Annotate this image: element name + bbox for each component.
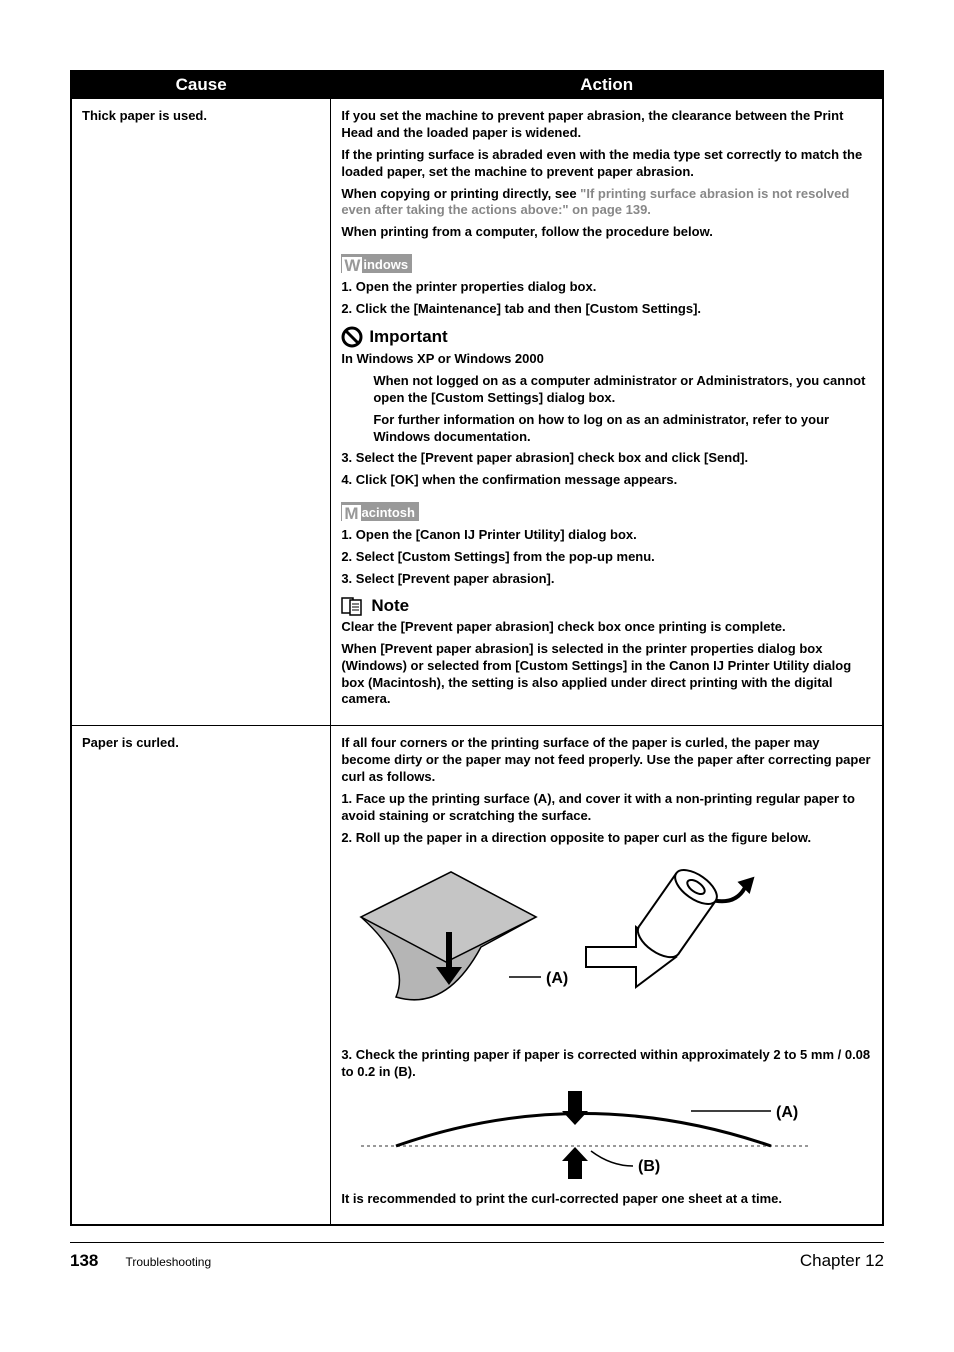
action-text: If the printing surface is abraded even … (341, 147, 872, 181)
table-row: Paper is curled. If all four corners or … (71, 726, 883, 1226)
important-subtext: When not logged on as a computer adminis… (373, 373, 872, 407)
figure-curl-height: (A) (B) (341, 1091, 872, 1181)
step-text: 1. Face up the printing surface (A), and… (341, 791, 872, 825)
page-footer: 138 Troubleshooting Chapter 12 (70, 1242, 884, 1271)
cause-cell-thick-paper: Thick paper is used. (71, 99, 331, 726)
paper-roll-diagram: (A) (341, 857, 781, 1037)
label-b: (B) (638, 1158, 660, 1175)
step-text: 3. Select the [Prevent paper abrasion] c… (341, 450, 872, 467)
page-number: 138 (70, 1251, 98, 1270)
chapter-label: Chapter 12 (800, 1251, 884, 1271)
step-text: 1. Open the [Canon IJ Printer Utility] d… (341, 527, 872, 544)
important-heading: Important (341, 326, 872, 348)
action-text: If you set the machine to prevent paper … (341, 108, 872, 142)
action-cell-thick-paper: If you set the machine to prevent paper … (331, 99, 883, 726)
action-text: If all four corners or the printing surf… (341, 735, 872, 786)
note-text: Clear the [Prevent paper abrasion] check… (341, 619, 872, 636)
action-text: When copying or printing directly, see "… (341, 186, 872, 220)
col-action-header: Action (331, 71, 883, 99)
cause-cell-curled-paper: Paper is curled. (71, 726, 331, 1226)
step-text: 2. Select [Custom Settings] from the pop… (341, 549, 872, 566)
curl-height-diagram: (A) (B) (341, 1091, 841, 1181)
label-a: (A) (546, 970, 568, 987)
step-text: 1. Open the printer properties dialog bo… (341, 279, 872, 296)
note-icon (341, 596, 365, 616)
figure-roll-paper: (A) (341, 857, 872, 1037)
step-text: 4. Click [OK] when the confirmation mess… (341, 472, 872, 489)
col-cause-header: Cause (71, 71, 331, 99)
step-text: 2. Click the [Maintenance] tab and then … (341, 301, 872, 318)
label-a2: (A) (776, 1104, 798, 1121)
troubleshooting-table: Cause Action Thick paper is used. If you… (70, 70, 884, 1226)
note-heading: Note (341, 596, 872, 616)
action-text: When printing from a computer, follow th… (341, 224, 872, 241)
step-text: 2. Roll up the paper in a direction oppo… (341, 830, 872, 847)
important-text: In Windows XP or Windows 2000 (341, 351, 872, 368)
windows-badge: Windows (341, 254, 412, 273)
prohibit-icon (341, 326, 363, 348)
note-text: When [Prevent paper abrasion] is selecte… (341, 641, 872, 709)
table-row: Thick paper is used. If you set the mach… (71, 99, 883, 726)
action-text: It is recommended to print the curl-corr… (341, 1191, 872, 1208)
table-header-row: Cause Action (71, 71, 883, 99)
section-title: Troubleshooting (126, 1255, 212, 1269)
important-subtext: For further information on how to log on… (373, 412, 872, 446)
step-text: 3. Select [Prevent paper abrasion]. (341, 571, 872, 588)
action-cell-curled-paper: If all four corners or the printing surf… (331, 726, 883, 1226)
macintosh-badge: Macintosh (341, 502, 419, 521)
step-text: 3. Check the printing paper if paper is … (341, 1047, 872, 1081)
